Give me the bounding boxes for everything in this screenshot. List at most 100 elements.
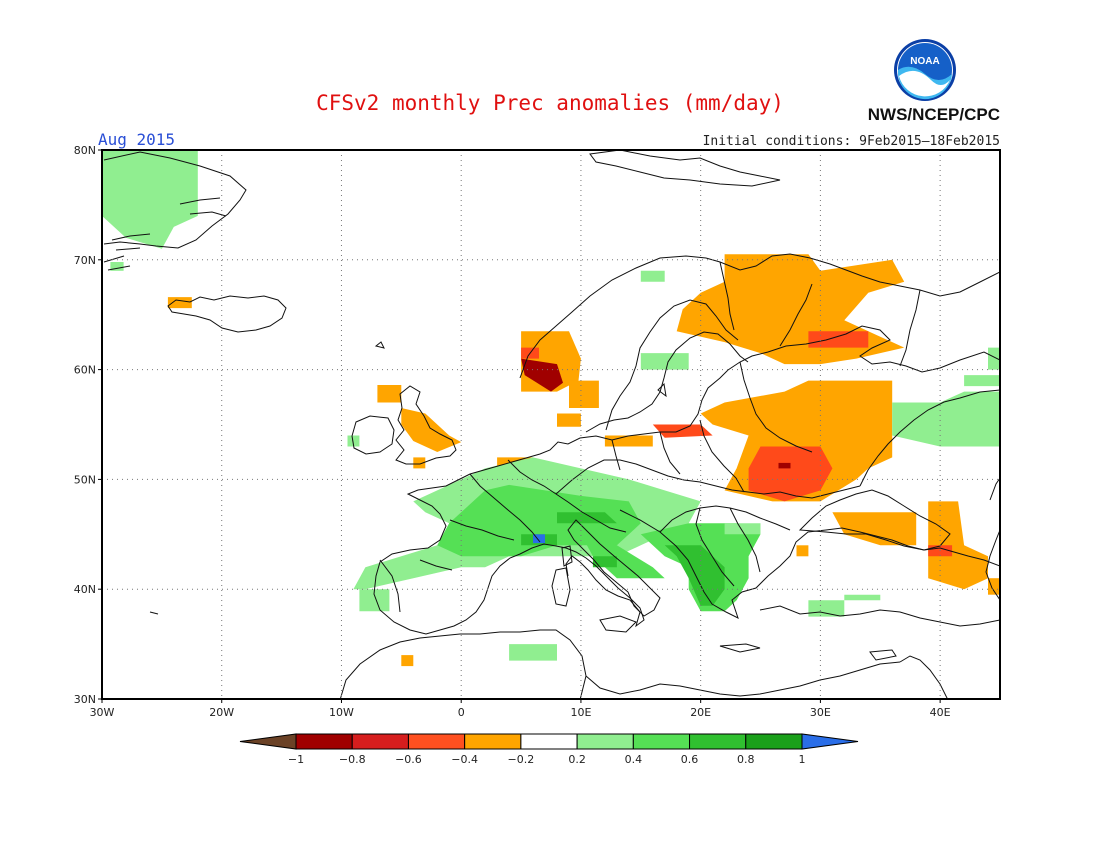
- lon-tick-label: 30E: [810, 706, 831, 719]
- noaa-logo: NOAA: [894, 39, 956, 101]
- anomaly-morocco: [401, 655, 414, 667]
- lat-tick-label: 40N: [74, 583, 96, 596]
- middle-east-coast: [899, 655, 949, 699]
- anomaly-germany-east: [604, 435, 653, 447]
- anomaly-north-africa: [509, 644, 557, 661]
- anomaly-scotland-north: [377, 385, 402, 403]
- azores-islet: [149, 611, 159, 615]
- colorbar-tick-label: 1: [799, 753, 806, 766]
- colorbar-tick-label: −1: [288, 753, 304, 766]
- colorbar-tick-label: 0.4: [625, 753, 643, 766]
- lon-tick-label: 40E: [930, 706, 951, 719]
- colorbar-tick-label: −0.6: [395, 753, 422, 766]
- lon-tick-label: 20E: [690, 706, 711, 719]
- anomaly-turkey-mid: [844, 594, 881, 601]
- caspian-coast: [985, 477, 1000, 601]
- turkey-south-coast: [759, 605, 1000, 627]
- lat-tick-label: 50N: [74, 473, 96, 486]
- anomaly-russia-east: [892, 391, 1000, 447]
- anomaly-alps-east: [557, 512, 617, 524]
- greenland-coast: [103, 151, 247, 249]
- anomaly-iceland-west: [167, 297, 192, 309]
- anomaly-caucasus: [928, 501, 988, 590]
- colorbar-swatch: [464, 733, 522, 750]
- anomaly-spain-west: [359, 589, 390, 612]
- iceland-coast: [167, 295, 287, 333]
- anomaly-black-sea-north: [832, 512, 917, 546]
- anomaly-caspian-east: [988, 578, 1000, 595]
- anomaly-finland-east: [808, 331, 869, 348]
- anomaly-moldova: [796, 545, 809, 557]
- colorbar-swatch: [407, 733, 466, 750]
- lon-tick-label: 30W: [90, 706, 115, 719]
- anomaly-poland-north: [652, 424, 713, 438]
- anomaly-wales-south: [413, 457, 426, 469]
- anomaly-sweden-west: [569, 380, 599, 408]
- italy-coast: [567, 519, 661, 617]
- colorbar-swatch: [520, 733, 578, 750]
- anomaly-sweden-central: [640, 353, 689, 370]
- anomaly-belarus-ukraine: [748, 446, 833, 502]
- colorbar-swatch: [632, 733, 691, 750]
- colorbar-high-arrow: [801, 733, 859, 750]
- anomaly-romania-east: [724, 523, 761, 535]
- anomaly-balkans-core: [664, 545, 725, 606]
- lat-tick-label: 60N: [74, 364, 96, 377]
- colorbar-swatch: [576, 733, 634, 750]
- europe-mainland-coast: [373, 253, 1000, 635]
- crete-coast: [719, 643, 761, 653]
- corsica-coast: [561, 545, 573, 567]
- lon-tick-label: 10E: [570, 706, 591, 719]
- baltic-sea-coast: [585, 299, 749, 433]
- lat-tick-label: 70N: [74, 254, 96, 267]
- colorbar-swatch: [351, 733, 409, 750]
- colorbar: −1 −0.8 −0.6 −0.4 −0.2 0.2 0.4 0.6 0.8 1: [239, 733, 859, 766]
- colorbar-tick-label: −0.2: [508, 753, 535, 766]
- sicily-coast: [599, 615, 637, 633]
- colorbar-tick-label: 0.2: [568, 753, 586, 766]
- anomaly-turkey-west: [808, 600, 845, 617]
- faroe-coast: [374, 341, 385, 349]
- agency-label: NWS/NCEP/CPC: [868, 105, 1000, 124]
- colorbar-tick-label: −0.8: [339, 753, 366, 766]
- colorbar-tick-label: 0.8: [737, 753, 755, 766]
- greenland-fjords: [103, 197, 227, 271]
- lon-tick-label: 10W: [329, 706, 354, 719]
- axis-ticks: 30W 20W 10W 0 10E 20E 30E 40E 30N 40N 50N 60N 70N 80N: [74, 144, 951, 719]
- map-title: CFSv2 monthly Prec anomalies (mm/day): [316, 91, 784, 115]
- anomaly-russia-far: [964, 375, 1000, 387]
- north-africa-coast: [339, 629, 901, 699]
- anomaly-denmark: [557, 413, 581, 427]
- forecast-month: Aug 2015: [98, 130, 175, 149]
- svalbard-coast: [589, 150, 781, 187]
- noaa-logo-text: NOAA: [910, 56, 939, 67]
- cyprus-coast: [869, 649, 897, 661]
- anomaly-russia-far-2: [988, 347, 1000, 370]
- map-frame: [101, 149, 1001, 700]
- lon-tick-label: 20W: [209, 706, 234, 719]
- lat-tick-label: 30N: [74, 693, 96, 706]
- sardinia-coast: [551, 567, 571, 607]
- great-britain-coast: [395, 385, 457, 465]
- gotland-coast: [657, 382, 667, 398]
- anomaly-ireland: [347, 435, 360, 447]
- colorbar-swatch: [689, 733, 747, 750]
- colorbar-swatch: [295, 733, 353, 750]
- lon-tick-label: 0: [458, 706, 465, 719]
- anomaly-layer: [102, 150, 1000, 667]
- colorbar-tick-label: 0.6: [681, 753, 699, 766]
- anomaly-scotland-uk: [401, 408, 462, 452]
- colorbar-low-arrow: [239, 733, 297, 750]
- black-sea-coast: [798, 489, 951, 551]
- colorbar-tick-label: −0.4: [451, 753, 478, 766]
- initial-conditions: Initial conditions: 9Feb2015—18Feb2015: [703, 134, 1000, 149]
- anomaly-norway-dry-core: [521, 358, 563, 392]
- lat-tick-label: 80N: [74, 144, 96, 157]
- anomaly-ukraine-core: [778, 462, 791, 469]
- anomaly-baltic-russia: [700, 380, 893, 502]
- ireland-coast: [351, 415, 395, 455]
- coastline-layer: [103, 150, 1000, 699]
- anomaly-norway-north: [640, 270, 665, 282]
- anomaly-italy-core: [592, 556, 617, 568]
